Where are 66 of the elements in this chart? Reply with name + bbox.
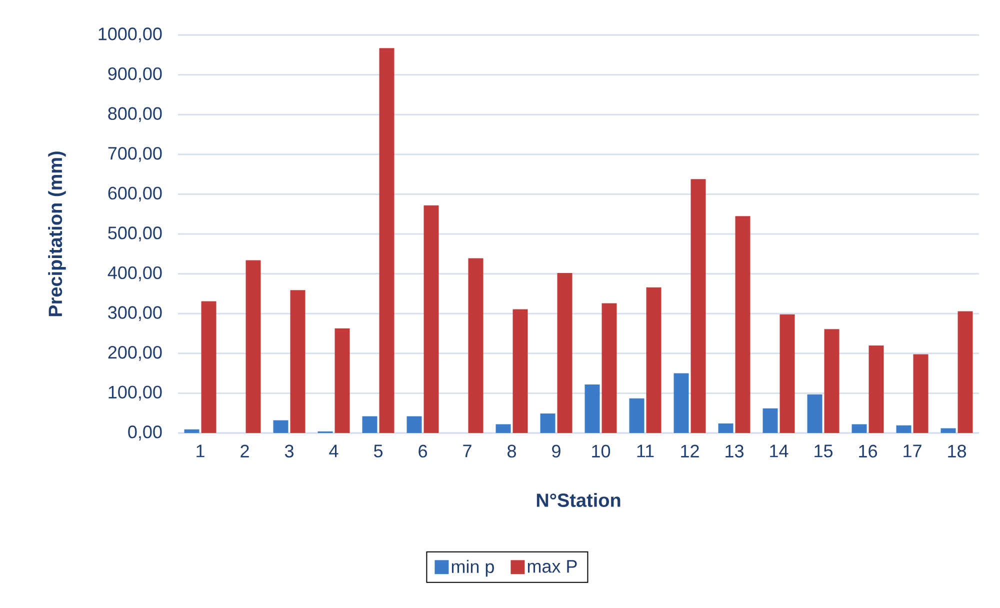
bar — [780, 314, 795, 433]
x-tick-label: 13 — [726, 444, 744, 458]
bar — [424, 205, 439, 433]
x-tick-label: 15 — [814, 444, 833, 458]
legend-label: max P — [528, 560, 577, 573]
bar — [762, 408, 778, 433]
x-tick-label: 14 — [770, 444, 788, 458]
y-tick-label: 300,00 — [108, 306, 162, 322]
bar — [290, 290, 306, 433]
bar — [735, 216, 750, 433]
y-tick-label: 0,00 — [128, 426, 162, 440]
bar — [602, 303, 617, 433]
bar — [824, 329, 840, 433]
bar — [512, 309, 528, 433]
y-axis-title: Precipitation (mm) — [48, 152, 66, 316]
bar — [406, 416, 422, 433]
x-tick-label: 7 — [463, 444, 472, 458]
x-tick-label: 1 — [196, 444, 204, 458]
x-tick-label: 10 — [592, 444, 610, 458]
x-tick-label: 12 — [681, 444, 699, 458]
bar — [868, 345, 884, 433]
bar — [184, 429, 200, 433]
bar — [540, 413, 556, 433]
bar — [557, 273, 572, 433]
bar — [584, 384, 600, 433]
bar — [496, 424, 511, 433]
x-tick-label: 8 — [508, 444, 516, 458]
bar — [896, 425, 912, 433]
x-tick-label: 3 — [284, 444, 294, 458]
x-tick-label: 17 — [904, 444, 922, 458]
y-tick-label: 600,00 — [108, 186, 162, 202]
x-tick-label: 18 — [948, 444, 966, 458]
x-tick-label: 2 — [240, 444, 249, 458]
bar — [718, 423, 734, 433]
bar — [246, 260, 261, 433]
bar — [690, 179, 706, 433]
bar — [913, 354, 928, 433]
bar — [940, 428, 956, 433]
bar — [201, 301, 216, 433]
bar — [646, 287, 662, 433]
bar — [273, 420, 288, 433]
y-tick-label: 800,00 — [108, 107, 162, 122]
x-axis-title: N°Station — [536, 493, 620, 507]
y-tick-label: 200,00 — [108, 346, 162, 361]
y-tick-label: 500,00 — [108, 226, 162, 242]
x-tick-label: 6 — [418, 444, 427, 458]
y-tick-label: 900,00 — [108, 67, 162, 82]
bar — [379, 48, 394, 433]
y-tick-label: 100,00 — [108, 386, 162, 401]
legend-label: min p — [452, 560, 494, 577]
bar — [852, 424, 867, 433]
y-tick-label: 700,00 — [108, 146, 162, 162]
x-tick-label: 11 — [637, 444, 654, 458]
x-tick-label: 9 — [552, 444, 560, 458]
bar — [629, 398, 644, 433]
y-tick-label: 400,00 — [108, 266, 162, 282]
bar — [362, 416, 378, 433]
y-tick-label: 1000,00 — [98, 28, 162, 42]
x-tick-label: 4 — [329, 444, 338, 458]
x-tick-label: 5 — [374, 444, 383, 458]
bar — [334, 328, 350, 433]
x-tick-label: 16 — [859, 444, 877, 458]
bar — [468, 258, 484, 433]
bar — [807, 394, 822, 433]
bar — [958, 311, 973, 433]
bar — [674, 373, 689, 433]
